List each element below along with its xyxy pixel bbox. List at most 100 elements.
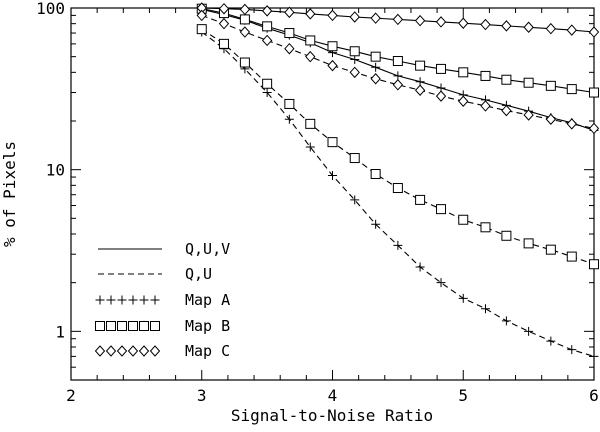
data-point-map-c [480,18,491,31]
data-point-map-b [436,63,447,74]
data-point-map-b [239,57,250,68]
legend-marker-diamond [138,345,150,357]
legend-marker-square [106,321,116,331]
data-point-map-a [415,262,425,272]
legend-item: Map A [95,291,230,309]
data-point-map-c [349,66,360,79]
data-point-map-b [262,21,273,32]
data-point-map-b [305,35,316,46]
data-point-map-b [523,238,534,249]
legend-marker-plus [117,295,127,305]
data-point-map-c [218,2,230,15]
data-point-map-a [567,345,577,355]
x-tick-label: 4 [328,386,338,405]
data-point-map-c [414,14,426,27]
data-point-map-b [327,41,338,52]
data-point-map-b [327,137,338,148]
data-point-map-c [523,21,534,34]
data-point-map-b [349,46,360,57]
data-point-map-c [458,17,469,29]
legend-label: Map B [185,317,230,335]
legend-item: Q,U [98,265,212,283]
data-point-map-b [458,67,469,78]
data-point-map-b [196,24,207,35]
x-axis-title: Signal-to-Noise Ratio [231,406,433,425]
data-point-map-b [501,74,512,85]
data-point-map-a [328,171,337,181]
data-point-map-a [393,71,403,81]
data-point-map-c [239,26,251,38]
data-point-map-c [284,42,295,55]
data-point-map-c [284,6,295,19]
data-point-map-b [480,222,491,233]
y-tick-label: 100 [36,0,65,18]
data-point-map-b [545,80,556,91]
data-point-map-c [523,109,534,121]
data-point-map-b [480,70,491,81]
data-point-map-b [415,60,426,71]
legend-label: Map A [185,291,230,309]
legend: Q,U,V Q,U Map A Map B Map C [94,240,230,360]
legend-marker-diamond [149,345,161,357]
data-point-map-b [589,259,599,270]
data-point-map-b [458,214,469,225]
data-point-map-c [588,26,600,38]
data-point-map-c [327,59,338,72]
series-markers [196,2,600,361]
data-point-map-a [458,293,468,303]
legend-marker-square [95,321,105,331]
y-axis-title: % of Pixels [0,141,19,247]
data-point-map-c [435,90,447,102]
data-point-map-c [480,100,491,112]
data-point-map-a [393,240,403,250]
data-point-map-c [545,113,557,126]
data-point-map-a [501,316,511,326]
data-point-map-a [284,114,294,124]
data-point-map-c [501,104,512,117]
legend-label: Map C [185,342,230,360]
y-tick-label: 10 [46,161,65,180]
data-point-map-b [239,14,250,25]
data-point-map-a [524,326,534,336]
data-point-map-c [370,73,381,85]
data-point-map-c [414,84,426,96]
data-point-map-b [370,169,381,180]
data-point-map-b [566,84,577,95]
legend-marker-diamond [94,345,106,357]
data-point-map-c [458,95,469,107]
data-point-map-b [284,28,295,39]
data-point-map-c [261,34,273,47]
data-point-map-c [501,20,512,32]
data-point-map-c [349,11,360,23]
data-point-map-b [218,38,229,49]
data-point-map-c [435,16,447,28]
legend-item: Map B [95,317,230,335]
data-point-map-c [392,13,404,26]
data-point-map-b [523,77,534,88]
legend-item: Map C [94,342,230,360]
legend-marker-plus [95,295,105,305]
legend-marker-square [139,321,149,331]
data-point-map-a [350,195,360,205]
data-point-map-a [546,336,556,346]
data-point-map-a [480,304,490,314]
legend-marker-square [128,321,138,331]
data-point-map-a [305,142,315,152]
data-point-map-c [545,22,557,35]
data-point-map-b [305,118,316,129]
data-point-map-b [501,230,512,241]
data-point-map-c [305,8,316,20]
data-point-map-b [284,98,295,109]
data-point-map-a [589,351,599,361]
legend-marker-square [117,321,127,331]
data-point-map-c [261,5,273,17]
data-point-map-c [392,79,404,91]
x-tick-label: 2 [66,386,76,405]
legend-marker-plus [150,295,160,305]
data-point-map-c [566,24,577,36]
data-point-map-a [436,278,446,288]
legend-label: Q,U,V [185,240,230,258]
legend-marker-plus [128,295,138,305]
legend-marker-plus [106,295,116,305]
legend-label: Q,U [185,265,212,283]
